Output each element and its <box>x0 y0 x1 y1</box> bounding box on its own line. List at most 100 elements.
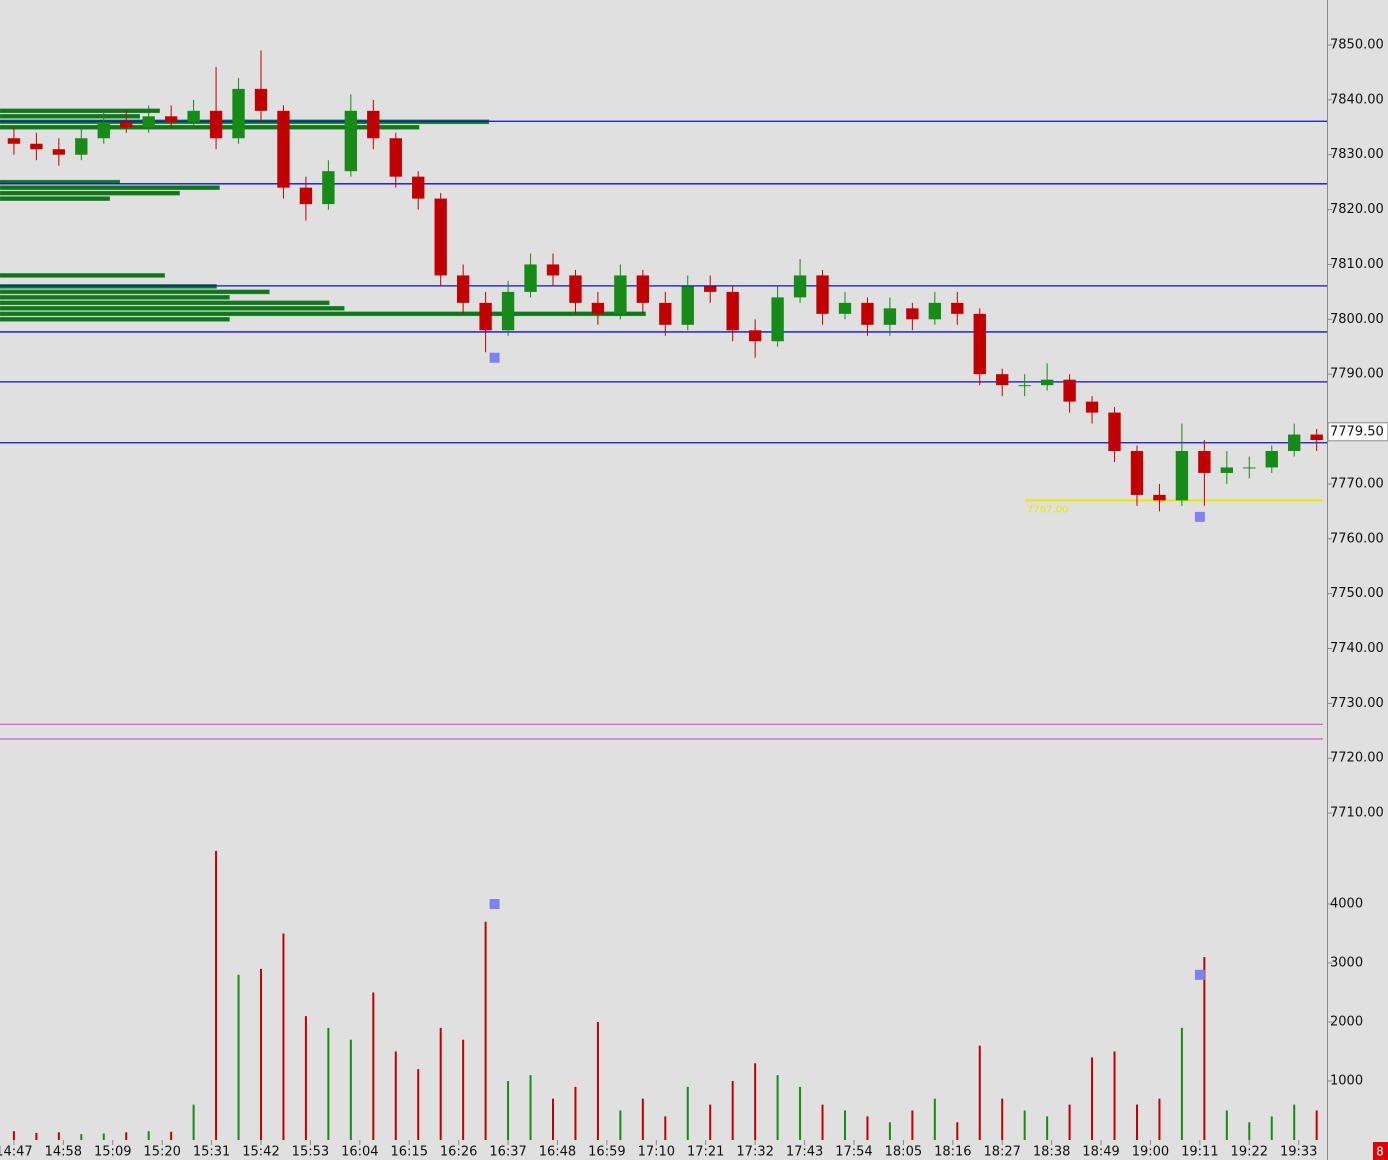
volume-bar <box>80 1134 83 1140</box>
y-tick-label: 7850.00 <box>1330 37 1384 52</box>
volume-bar <box>1315 1110 1318 1140</box>
volume-profile-bar <box>0 306 345 311</box>
candle-body <box>883 308 897 325</box>
volume-bar <box>1113 1051 1116 1140</box>
volume-marker <box>1194 969 1205 980</box>
candle-body <box>389 138 402 177</box>
volume-bar <box>215 850 218 1140</box>
y-tick-label: 7720.00 <box>1330 751 1384 766</box>
candle-body <box>456 275 470 303</box>
candle-body <box>52 149 66 155</box>
candle-body <box>591 302 605 314</box>
candle-body <box>412 176 425 199</box>
candle-body <box>1040 379 1054 386</box>
volume-bar <box>1203 957 1206 1140</box>
candle-body <box>142 116 155 128</box>
volume-bar <box>709 1104 712 1140</box>
volume-bar <box>1091 1057 1094 1140</box>
candle-body <box>659 302 672 325</box>
candle-body <box>1063 379 1076 402</box>
candle-body <box>569 275 582 303</box>
x-tick-label: 18:16 <box>934 1145 971 1160</box>
volume-profile-bar <box>0 317 230 322</box>
volume-bar <box>956 1122 959 1140</box>
volume-bar <box>102 1133 105 1140</box>
volume-bar <box>282 933 285 1140</box>
volume-bar <box>641 1098 644 1140</box>
candle-body <box>479 302 492 331</box>
volume-bar <box>1293 1104 1296 1140</box>
candle-body <box>232 88 245 139</box>
candle-body <box>187 110 200 122</box>
x-tick-label: 19:00 <box>1132 1145 1169 1160</box>
candle-body <box>501 291 515 331</box>
candle-body <box>299 187 313 205</box>
volume-bar <box>507 1081 510 1140</box>
volume-profile-bar <box>0 196 111 201</box>
candle-body <box>75 138 88 155</box>
volume-bar <box>57 1132 60 1140</box>
volume-bar <box>529 1075 532 1140</box>
x-tick-label: 16:59 <box>588 1145 625 1160</box>
candle-body <box>771 297 784 342</box>
plot-area: 7767.00 <box>0 50 1327 1140</box>
x-tick-label: 18:27 <box>983 1145 1020 1160</box>
corner-badge-box <box>1373 1142 1388 1160</box>
volume-bar <box>551 1098 554 1140</box>
candle-body <box>97 121 110 139</box>
candle-body <box>1243 467 1256 469</box>
y-tick-label: 7730.00 <box>1330 696 1384 711</box>
volume-bar <box>125 1132 128 1140</box>
candle-body <box>1198 450 1211 473</box>
y-tick-label: 7760.00 <box>1330 531 1384 546</box>
x-tick-label: 15:42 <box>242 1145 279 1160</box>
volume-bar <box>731 1081 734 1140</box>
y-tick-label: 7790.00 <box>1330 367 1384 382</box>
volume-bar <box>237 974 240 1140</box>
volume-bar <box>170 1131 173 1140</box>
volume-profile-bar <box>0 190 180 196</box>
x-tick-label: 16:37 <box>489 1145 526 1160</box>
candle-body <box>1130 450 1144 495</box>
candle-body <box>524 264 537 292</box>
volume-bar <box>911 1110 914 1140</box>
price-marker <box>489 352 500 363</box>
volume-bar <box>304 1016 307 1140</box>
candle-body <box>209 110 223 139</box>
candle-body <box>793 275 807 298</box>
volume-bar <box>417 1069 420 1140</box>
candle-body <box>1018 385 1031 387</box>
volume-bar <box>821 1104 824 1140</box>
y-tick-label: 7810.00 <box>1330 257 1384 272</box>
x-tick-label: 16:15 <box>391 1145 428 1160</box>
volume-bar <box>1001 1098 1004 1140</box>
volume-profile-bar <box>0 289 270 295</box>
x-tick-label: 18:38 <box>1033 1145 1070 1160</box>
x-tick-label: 16:04 <box>341 1145 378 1160</box>
volume-bar <box>574 1086 577 1140</box>
volume-profile-bar <box>0 273 165 278</box>
volume-tick-label: 2000 <box>1330 1015 1363 1030</box>
volume-bar <box>888 1122 891 1140</box>
candle-body <box>614 275 627 314</box>
x-tick-label: 18:05 <box>885 1145 922 1160</box>
x-tick-label: 16:48 <box>539 1145 576 1160</box>
y-tick-label: 7710.00 <box>1330 806 1384 821</box>
volume-tick-label: 4000 <box>1330 897 1363 912</box>
candle-body <box>861 302 874 325</box>
volume-bar <box>349 1039 352 1140</box>
volume-bar <box>978 1045 981 1140</box>
candle-body <box>254 88 268 111</box>
x-tick-label: 15:20 <box>143 1145 180 1160</box>
volume-bar <box>799 1086 802 1140</box>
volume-bar <box>596 1022 599 1140</box>
x-tick-label: 19:22 <box>1231 1145 1268 1160</box>
volume-profile-bar <box>0 295 230 300</box>
candle-body <box>120 121 133 128</box>
volume-bar <box>394 1051 397 1140</box>
last-price-label: 7779.50 <box>1330 424 1384 439</box>
candle-body <box>1265 450 1278 468</box>
candle-body <box>748 330 762 342</box>
